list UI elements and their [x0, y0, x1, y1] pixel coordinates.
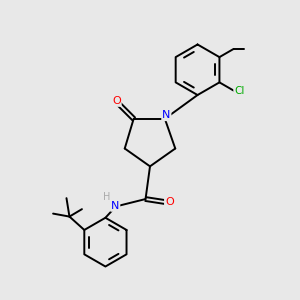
Text: N: N — [111, 201, 119, 211]
Text: O: O — [112, 96, 121, 106]
Text: H: H — [103, 192, 110, 202]
Text: N: N — [162, 110, 170, 120]
Text: O: O — [165, 197, 174, 207]
Text: Cl: Cl — [234, 86, 244, 96]
